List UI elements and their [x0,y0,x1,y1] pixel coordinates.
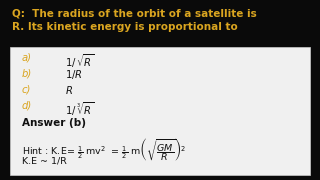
Bar [10,47,310,175]
Text: d): d) [22,100,32,110]
Text: Hint : K.E= $\frac{1}{2}$ mv$^2$  = $\frac{1}{2}$ m$\left(\sqrt{\dfrac{GM}{R}}\r: Hint : K.E= $\frac{1}{2}$ mv$^2$ = $\fra… [22,136,186,163]
Text: b): b) [22,68,32,78]
Text: R. Its kinetic energy is proportional to: R. Its kinetic energy is proportional to [12,22,238,32]
Text: c): c) [22,84,31,94]
Text: Answer (b): Answer (b) [22,118,86,128]
Text: $1/\,\sqrt[3]{R}$: $1/\,\sqrt[3]{R}$ [65,100,94,118]
Text: Q:  The radius of the orbit of a satellite is: Q: The radius of the orbit of a satellit… [12,8,257,18]
Text: $1/\,\sqrt{R}$: $1/\,\sqrt{R}$ [65,52,94,70]
Text: K.E ~ 1/R: K.E ~ 1/R [22,156,67,165]
Text: a): a) [22,52,32,62]
Text: $R$: $R$ [65,84,73,96]
Text: $1/R$: $1/R$ [65,68,83,81]
